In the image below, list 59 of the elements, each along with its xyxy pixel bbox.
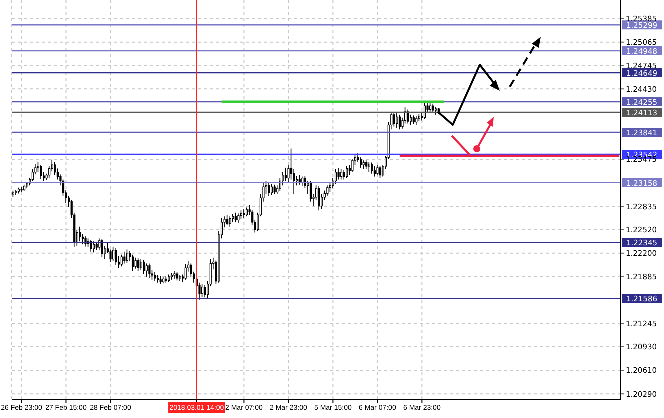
candlestick [274,184,276,195]
candlestick [379,166,382,179]
candlestick [268,183,270,196]
candlestick [138,258,140,272]
candlestick [201,284,204,298]
candlestick [112,247,115,262]
candlestick [271,184,274,196]
candlestick [410,114,412,126]
candlestick [368,162,370,173]
candlestick [140,258,142,271]
candlestick [334,169,338,185]
candlestick [40,164,42,180]
candlestick [124,252,126,264]
candlestick [307,180,310,195]
candlestick [54,162,56,176]
candlestick [396,113,398,129]
candlestick [340,169,343,180]
candlestick [318,186,320,212]
candlestick [143,260,146,274]
candlestick [374,166,376,178]
candlestick [348,164,351,176]
candlestick [132,254,134,272]
candlestick [115,248,118,266]
candlestick [120,254,123,268]
candlestick [93,241,96,254]
candlestick [146,263,148,278]
candlestick [37,162,40,173]
candlestick [198,282,201,300]
candlestick [226,214,229,226]
candlestick [238,213,240,224]
candlestick [165,276,168,284]
candlestick [338,168,340,180]
candlestick [229,216,232,228]
candlestick [20,186,23,193]
candlestick [360,157,362,168]
candlestick [352,158,354,173]
candlestick [310,180,312,202]
candlestick [243,208,246,218]
candlestick [51,159,54,172]
candlestick [326,185,329,196]
candlestick [346,166,348,179]
candlestick [329,182,332,193]
candlestick [148,263,151,279]
candlestick [284,168,288,182]
candlestick [393,112,396,128]
candlestick [376,164,379,176]
candlestick [398,114,402,130]
candlestick [407,109,410,124]
candlestick [430,102,432,114]
candlestick [432,103,434,114]
candlestick [126,249,129,264]
candlestick [234,212,237,223]
candlestick [371,162,374,174]
candlestick [204,284,206,298]
candlestick [134,257,137,270]
candlestick [296,176,298,186]
candlestick [79,226,82,242]
candlestick [184,264,187,280]
candlestick [343,170,346,180]
